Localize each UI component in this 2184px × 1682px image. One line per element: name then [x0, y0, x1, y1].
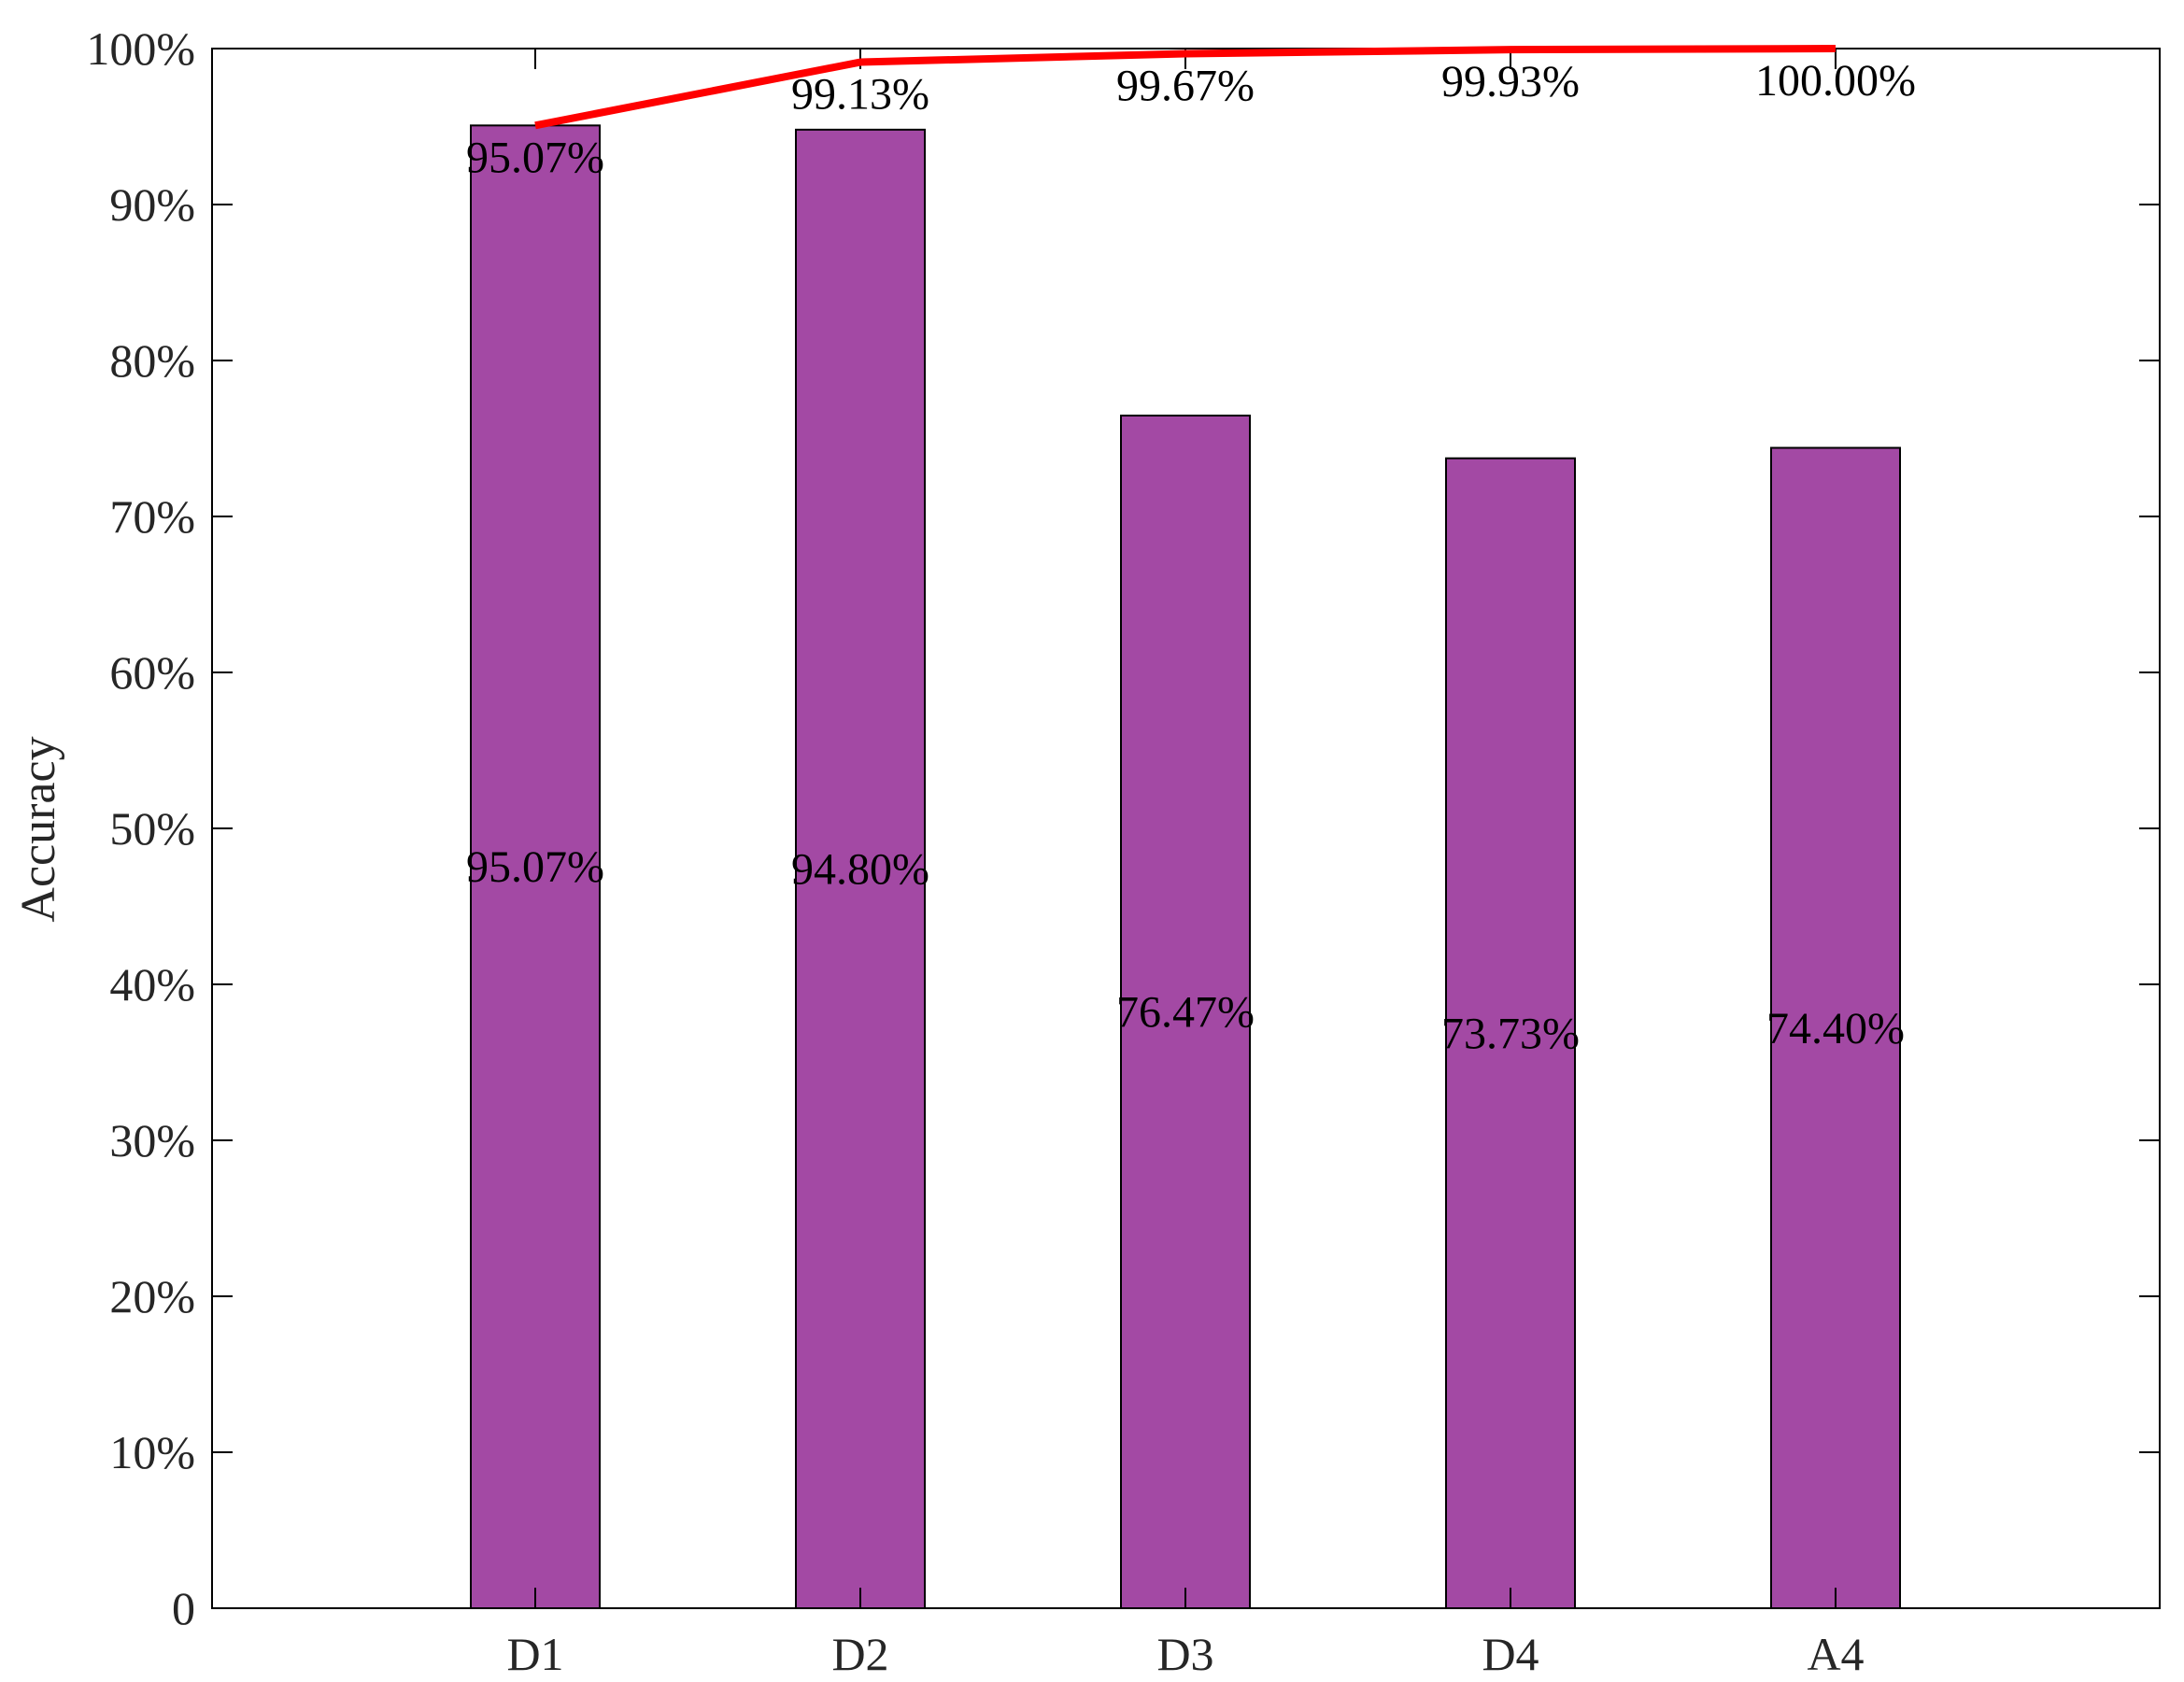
x-tick-label-d4: D4	[1482, 1628, 1539, 1680]
line-layer	[534, 45, 1837, 130]
bar-value-label-d2: 94.80%	[791, 844, 929, 894]
y-tick-label-10: 10%	[109, 1426, 195, 1478]
bar-d4	[1445, 457, 1576, 1610]
x-tick-label-d3: D3	[1156, 1628, 1213, 1680]
y-tick-label-20: 20%	[109, 1270, 195, 1322]
y-axis-title: Accuracy	[12, 736, 65, 922]
y-tick-label-40: 40%	[109, 958, 195, 1011]
y-tick-label-100: 100%	[86, 22, 195, 75]
bar-value-label-d4: 73.73%	[1441, 1009, 1580, 1058]
y-tick-label-90: 90%	[109, 178, 195, 231]
line-value-label-d4: 99.93%	[1441, 57, 1580, 106]
x-tick-label-d1: D1	[506, 1628, 563, 1680]
line-value-label-d2: 99.13%	[791, 70, 929, 120]
line-value-label-d3: 99.67%	[1116, 62, 1255, 111]
axes-layer: 0 10% 20% 30% 40% 50% 60% 70% 80% 90% 100% D1 D2 D3 D4…	[86, 22, 2161, 1680]
y-tick-label-60: 60%	[109, 646, 195, 699]
line-value-label-a4: 100.00%	[1755, 56, 1916, 106]
bar-d3	[1120, 414, 1251, 1609]
y-tick-label-0: 0	[172, 1582, 195, 1634]
bar-d2	[795, 128, 926, 1610]
bar-value-label-a4: 74.40%	[1766, 1004, 1905, 1053]
bars-layer	[470, 124, 1901, 1610]
y-tick-label-30: 30%	[109, 1114, 195, 1166]
bar-value-label-d3: 76.47%	[1116, 987, 1255, 1037]
cumulative-accuracy-line	[534, 45, 1837, 130]
line-value-label-d1: 95.07%	[466, 133, 604, 182]
x-tick-label-d2: D2	[831, 1628, 888, 1680]
bar-d1	[470, 124, 601, 1609]
x-tick-label-a4: A4	[1807, 1628, 1864, 1680]
labels-layer: 95.07% 99.13% 99.67% 99.93% 100.00% 95.07% 94.…	[466, 56, 1916, 1058]
y-tick-label-70: 70%	[109, 490, 195, 543]
y-tick-label-80: 80%	[109, 334, 195, 387]
y-tick-label-50: 50%	[109, 802, 195, 855]
bar-value-label-d1: 95.07%	[466, 842, 604, 892]
